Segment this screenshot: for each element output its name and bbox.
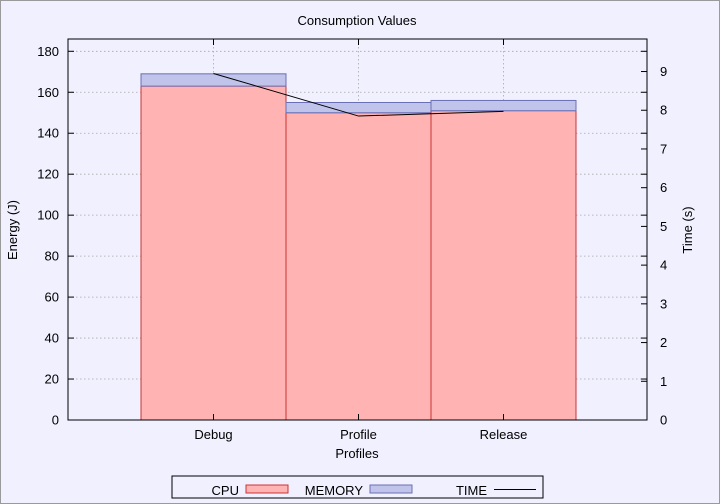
x-axis-label: Profiles <box>335 446 379 461</box>
bar-memory-profile <box>285 102 432 114</box>
legend-swatch-cpu <box>245 484 289 494</box>
y2-tick-label: 5 <box>660 219 667 234</box>
y-tick-label: 140 <box>37 126 59 141</box>
legend-label-time: TIME <box>456 483 487 498</box>
y-tick-label: 20 <box>45 372 59 387</box>
chart-title: Consumption Values <box>298 13 417 28</box>
time-line-group <box>213 72 504 117</box>
y-tick-label: 60 <box>45 290 59 305</box>
y-tick-label: 40 <box>45 331 59 346</box>
x-tick-label: Release <box>480 427 528 442</box>
bar-cpu-debug <box>140 85 287 421</box>
y2-axis-ticks: 0 1 2 3 4 5 6 7 8 9 <box>641 64 667 428</box>
y-tick-label: 80 <box>45 249 59 264</box>
bars <box>140 73 577 421</box>
y-tick-label: 0 <box>52 413 59 428</box>
y2-tick-label: 6 <box>660 180 667 195</box>
bar-cpu-profile <box>285 112 432 421</box>
legend-label-cpu: CPU <box>212 483 239 498</box>
y-tick-label: 120 <box>37 167 59 182</box>
y-tick-label: 100 <box>37 208 59 223</box>
time-line <box>213 72 504 117</box>
x-axis-ticks: Debug Profile Release <box>194 39 527 442</box>
y2-tick-label: 4 <box>660 258 667 273</box>
x-tick-label: Debug <box>194 427 232 442</box>
y2-tick-label: 0 <box>660 413 667 428</box>
y2-tick-label: 9 <box>660 64 667 79</box>
legend-box <box>171 475 544 499</box>
legend-label-memory: MEMORY <box>305 483 364 498</box>
y2-tick-label: 3 <box>660 296 667 311</box>
y-tick-label: 160 <box>37 85 59 100</box>
x-tick-label: Profile <box>340 427 377 442</box>
y2-tick-label: 1 <box>660 374 667 389</box>
legend: CPU MEMORY TIME <box>171 475 544 499</box>
y2-axis-label: Time (s) <box>680 206 695 253</box>
y2-tick-label: 2 <box>660 335 667 350</box>
plot-frame <box>67 38 648 421</box>
y-axis-label: Energy (J) <box>5 200 20 260</box>
y2-tick-label: 8 <box>660 103 667 118</box>
bar-memory-debug <box>140 73 287 87</box>
y2-tick-label: 7 <box>660 141 667 156</box>
bar-cpu-release <box>430 110 577 421</box>
bar-memory-release <box>430 99 577 112</box>
legend-swatch-memory <box>369 484 413 494</box>
y-tick-label: 180 <box>37 44 59 59</box>
y-axis-ticks: 0 20 40 60 80 100 120 140 160 180 <box>37 44 647 428</box>
